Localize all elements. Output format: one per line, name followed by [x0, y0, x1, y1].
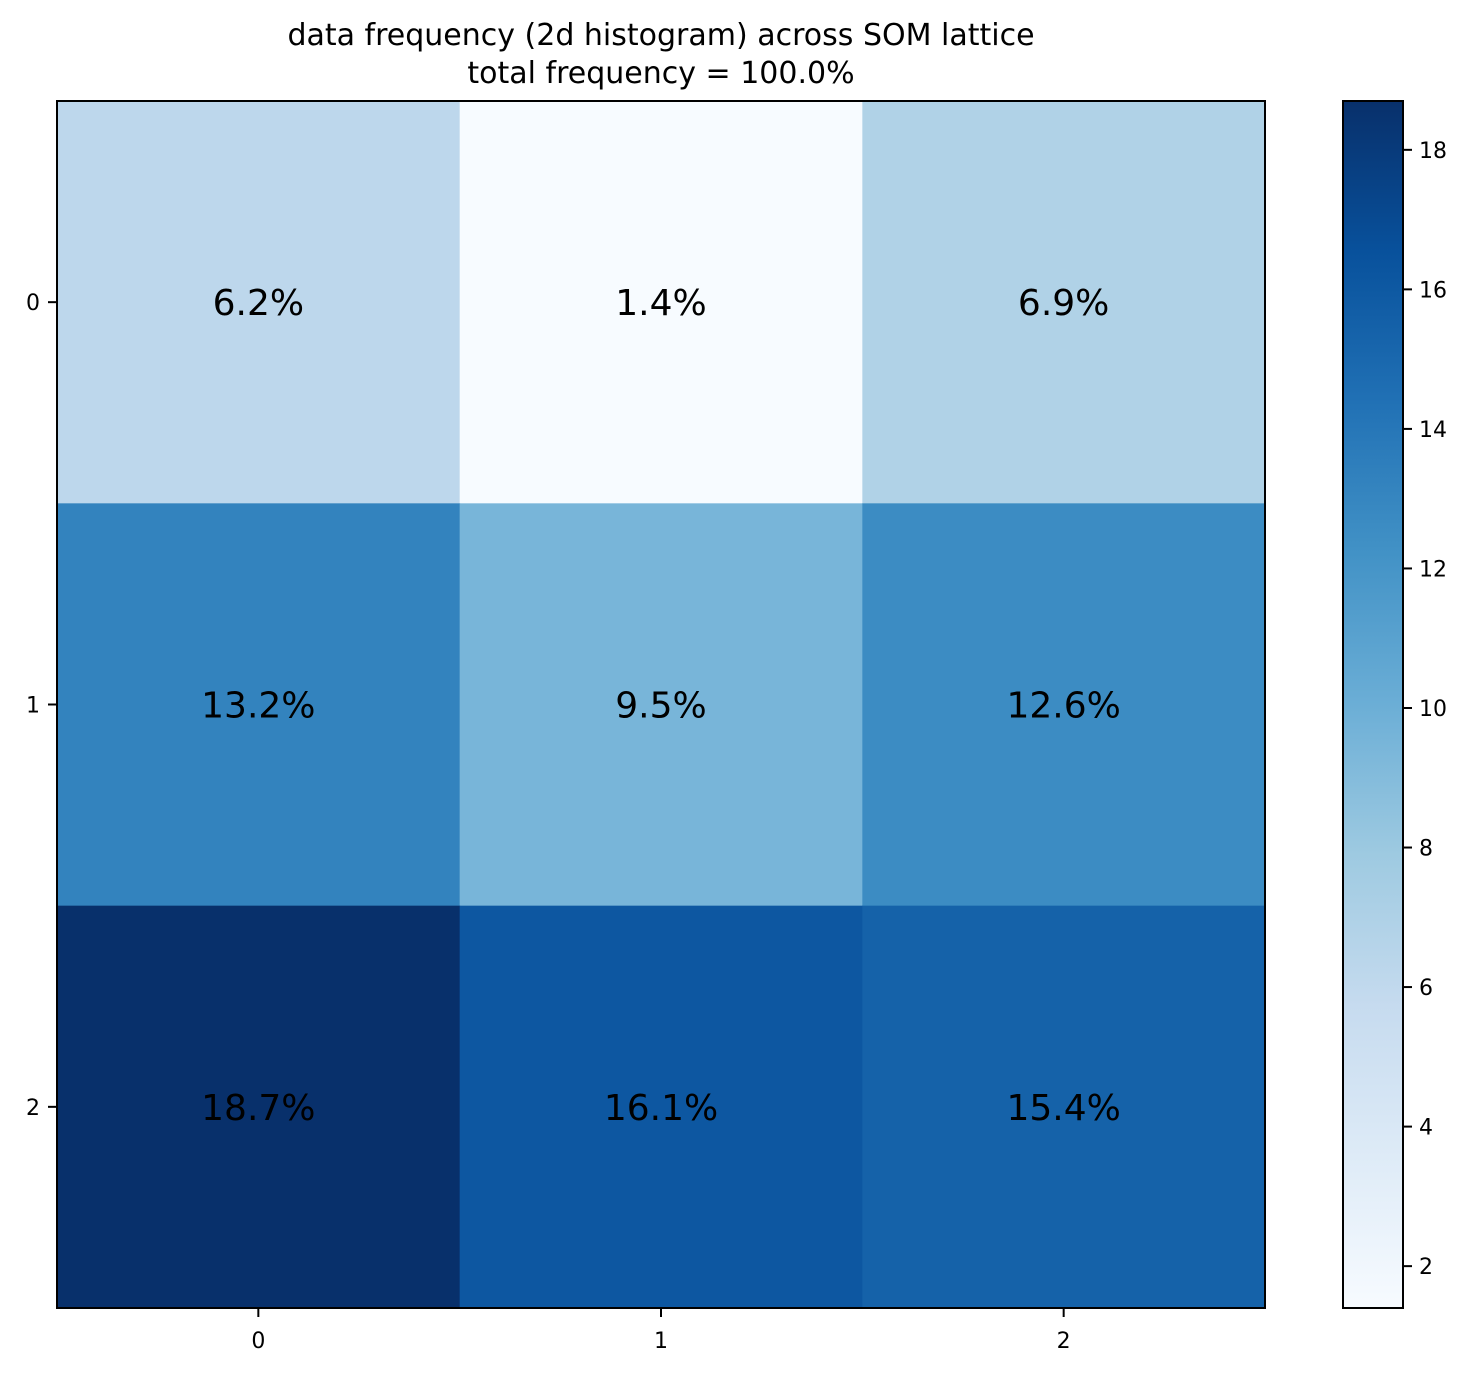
y-tick-label: 2	[26, 1096, 40, 1121]
cell-value-label: 16.1%	[604, 1088, 718, 1129]
cell-value-label: 6.9%	[1018, 283, 1109, 324]
colorbar-tick-label: 10	[1419, 697, 1447, 722]
heatmap-cell	[57, 101, 461, 504]
x-tick-label: 0	[251, 1329, 265, 1354]
colorbar-tick-label: 12	[1419, 557, 1447, 582]
y-tick-label: 0	[26, 291, 40, 316]
y-tick-label: 1	[26, 694, 40, 719]
colorbar-tick-label: 8	[1419, 837, 1433, 862]
heatmap-cells	[57, 101, 1266, 1309]
colorbar-tick-label: 16	[1419, 278, 1447, 303]
x-tick-label: 2	[1057, 1329, 1071, 1354]
heatmap-cell-labels: 6.2% 1.4% 6.9% 13.2% 9.5% 12.6% 18.7% 16.1% 15.4…	[201, 283, 1121, 1129]
colorbar-tick-label: 2	[1419, 1255, 1433, 1280]
heatmap-cell	[459, 503, 863, 907]
heatmap-cell	[459, 905, 863, 1309]
chart-subtitle: total frequency = 100.0%	[467, 56, 854, 91]
cell-value-label: 13.2%	[201, 686, 315, 727]
cell-value-label: 12.6%	[1006, 686, 1120, 727]
heatmap-cell	[862, 101, 1266, 504]
cell-value-label: 18.7%	[201, 1088, 315, 1129]
heatmap-cell	[862, 905, 1266, 1309]
x-tick-label: 1	[654, 1329, 668, 1354]
chart-title: data frequency (2d histogram) across SOM…	[287, 18, 1034, 53]
cell-value-label: 1.4%	[615, 283, 706, 324]
colorbar-tick-label: 4	[1419, 1116, 1433, 1141]
cell-value-label: 6.2%	[213, 283, 304, 324]
colorbar-tick-label: 14	[1419, 418, 1447, 443]
heatmap-cell	[862, 503, 1266, 907]
colorbar-axis: 2 4 6 8 10 12 14 16 18	[1403, 139, 1447, 1280]
heatmap-cell	[57, 503, 461, 907]
heatmap-cell	[57, 905, 461, 1309]
y-axis: 0 1 2	[26, 291, 57, 1121]
colorbar-tick-label: 18	[1419, 139, 1447, 164]
x-axis: 0 1 2	[251, 1308, 1071, 1354]
heatmap-cell	[459, 101, 863, 504]
cell-value-label: 15.4%	[1006, 1088, 1120, 1129]
colorbar-tick-label: 6	[1419, 976, 1433, 1001]
colorbar	[1342, 100, 1404, 1309]
cell-value-label: 9.5%	[615, 686, 706, 727]
